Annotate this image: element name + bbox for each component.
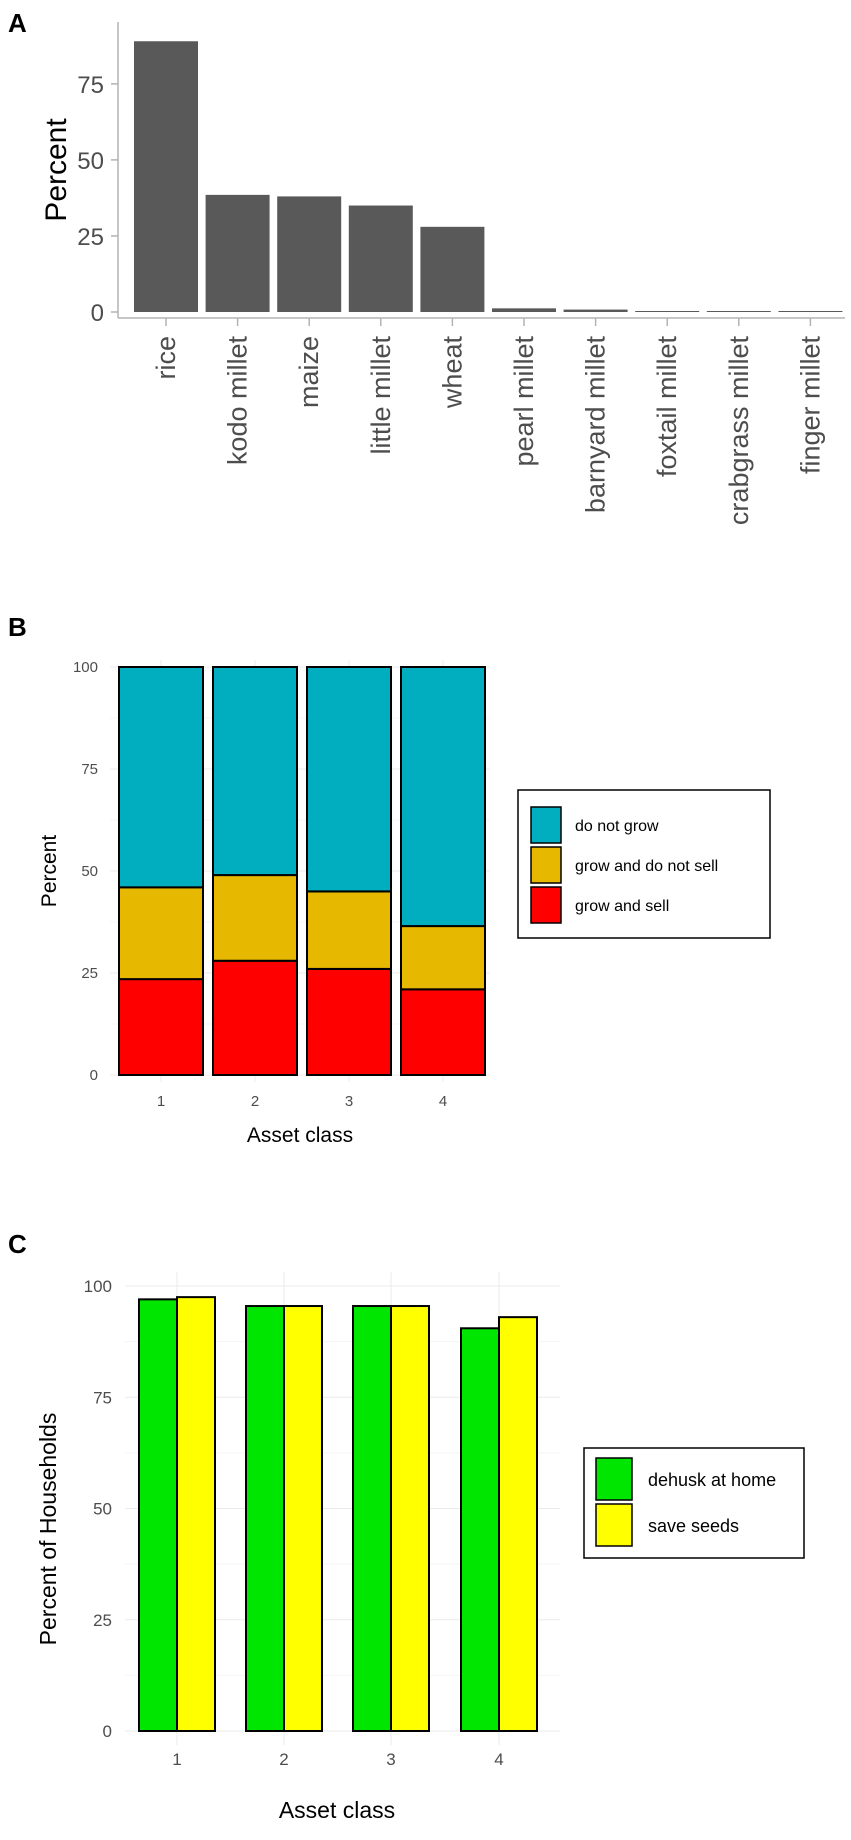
chart-b-y-axis-title: Percent <box>38 835 61 908</box>
chart-c-bar-2-save-seeds <box>283 1305 323 1733</box>
chart-a-x-tick-label: pearl millet <box>509 336 539 467</box>
chart-a-y-tick-label: 25 <box>77 224 104 251</box>
chart-b-x-tick-label: 3 <box>345 1093 353 1110</box>
chart-b-x-tick-label: 2 <box>251 1093 259 1110</box>
chart-b-y-tick-label: 25 <box>81 965 98 982</box>
chart-c-bar-2-dehusk-at-home <box>245 1305 285 1733</box>
chart-c-y-tick-label: 75 <box>93 1388 112 1407</box>
chart-c-bar-3-dehusk-at-home <box>352 1305 392 1733</box>
chart-c-y-tick-label: 100 <box>84 1277 112 1296</box>
chart-b-bar-1-grow-and-sell <box>118 978 204 1076</box>
chart-c-legend-label: dehusk at home <box>648 1470 776 1490</box>
chart-b-bar-2-grow-and-do-not-sell <box>212 874 298 962</box>
chart-c-y-tick-label: 50 <box>93 1500 112 1519</box>
chart-c-legend-label: save seeds <box>648 1516 739 1536</box>
chart-a-bar-rice <box>134 41 198 313</box>
chart-b: 0 25 50 75 100 1 2 3 4 Percent Asset class do n… <box>38 659 771 1147</box>
chart-b-bar-2-do-not-grow <box>212 666 298 877</box>
chart-b-bar-4-grow-and-do-not-sell <box>400 925 486 991</box>
chart-a-y-tick-label: 0 <box>91 300 104 327</box>
chart-c: 0 25 50 75 100 1 2 3 4 Percent of Households As… <box>35 1272 805 1823</box>
chart-a-bar-kodo-millet <box>205 194 270 312</box>
chart-c-bar-3-save-seeds <box>390 1305 430 1733</box>
chart-a-bar-finger-millet <box>778 311 843 312</box>
chart-a-bar-maize <box>277 196 342 312</box>
chart-c-x-tick-label: 2 <box>279 1750 288 1769</box>
chart-c-bar-1-dehusk-at-home <box>138 1298 178 1732</box>
chart-c-y-tick-label: 25 <box>93 1611 112 1630</box>
chart-a-bar-little-millet <box>348 205 413 312</box>
chart-b-bar-1-grow-and-do-not-sell <box>118 886 204 981</box>
panel-label-a: A <box>8 8 27 38</box>
panel-label-c: C <box>8 1229 27 1259</box>
chart-a-bar-wheat <box>420 226 485 312</box>
chart-c-bar-4-dehusk-at-home <box>460 1327 500 1733</box>
chart-b-legend-label: grow and sell <box>575 898 669 915</box>
chart-a-bar-crabgrass-millet <box>706 311 771 312</box>
chart-a-x-tick-label: wheat <box>437 336 467 410</box>
chart-a-y-tick-label: 50 <box>77 148 104 175</box>
chart-b-legend-swatch-grow-and-sell <box>530 886 562 924</box>
chart-b-x-tick-label: 4 <box>439 1093 447 1110</box>
chart-b-bar-3-grow-and-sell <box>306 967 392 1076</box>
chart-a-x-tick-label: kodo millet <box>223 336 253 466</box>
chart-a-bar-foxtail-millet <box>635 311 700 312</box>
chart-c-legend: dehusk at home save seeds <box>583 1447 805 1559</box>
chart-b-legend-swatch-grow-and-do-not-sell <box>530 846 562 884</box>
chart-a-bar-barnyard-millet <box>563 309 628 312</box>
chart-a-x-tick-label: rice <box>151 336 181 380</box>
chart-a-y-axis-title: Percent <box>40 118 73 222</box>
panel-label-b: B <box>8 612 27 642</box>
chart-c-x-tick-label: 4 <box>494 1750 503 1769</box>
chart-b-bar-4-do-not-grow <box>400 666 486 928</box>
chart-a-x-tick-label: little millet <box>366 336 396 455</box>
chart-c-y-tick-label: 0 <box>103 1722 112 1741</box>
chart-c-x-axis-title: Asset class <box>279 1797 395 1823</box>
chart-c-bar-4-save-seeds <box>498 1316 538 1733</box>
chart-b-bar-2-grow-and-sell <box>212 959 298 1077</box>
chart-b-legend-label: do not grow <box>575 818 659 835</box>
chart-c-x-tick-label: 3 <box>386 1750 395 1769</box>
chart-b-bar-1-do-not-grow <box>118 666 204 889</box>
chart-b-legend-swatch-do-not-grow <box>530 806 562 844</box>
chart-a-x-tick-label: foxtail millet <box>652 336 682 478</box>
chart-b-y-tick-label: 0 <box>90 1067 98 1084</box>
chart-a-y-tick-label: 75 <box>77 72 104 99</box>
chart-b-bar-3-do-not-grow <box>306 666 392 893</box>
chart-b-x-axis-title: Asset class <box>247 1124 353 1147</box>
chart-a-x-tick-label: finger millet <box>795 336 825 475</box>
chart-c-y-axis-title: Percent of Households <box>35 1413 61 1646</box>
chart-c-bar-1-save-seeds <box>176 1296 216 1732</box>
chart-c-legend-swatch-dehusk-at-home <box>595 1457 633 1501</box>
chart-b-x-tick-label: 1 <box>157 1093 165 1110</box>
chart-b-bar-3-grow-and-do-not-sell <box>306 890 392 970</box>
chart-a-bar-pearl-millet <box>492 308 556 312</box>
chart-c-legend-swatch-save-seeds <box>595 1503 633 1547</box>
chart-b-bar-4-grow-and-sell <box>400 988 486 1077</box>
chart-b-y-tick-label: 75 <box>81 761 98 778</box>
chart-a: 0 25 50 75 rice kodo millet maize little mille… <box>40 22 845 525</box>
chart-c-x-tick-label: 1 <box>172 1750 181 1769</box>
chart-b-y-tick-label: 50 <box>81 863 98 880</box>
chart-a-x-tick-label: maize <box>294 336 324 408</box>
chart-a-x-tick-label: crabgrass millet <box>724 336 754 526</box>
chart-a-x-tick-label: barnyard millet <box>581 336 611 514</box>
chart-b-legend-label: grow and do not sell <box>575 858 718 875</box>
chart-b-y-tick-label: 100 <box>73 659 98 676</box>
chart-b-legend: do not grow grow and do not sell grow and … <box>517 789 771 939</box>
